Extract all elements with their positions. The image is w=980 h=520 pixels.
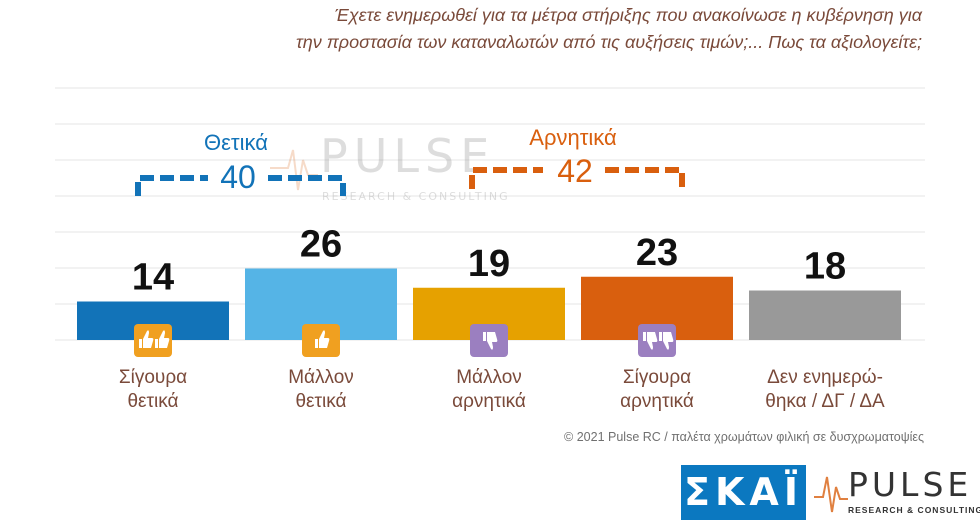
thumbs-down-icon bbox=[470, 324, 508, 357]
bracket-negative: Αρνητικά 42 bbox=[469, 125, 685, 189]
copyright-footer: © 2021 Pulse RC / παλέτα χρωμάτων φιλική… bbox=[564, 430, 924, 444]
bar-value-label: 26 bbox=[300, 224, 342, 266]
bar bbox=[749, 290, 901, 340]
double-thumbs-down-icon bbox=[638, 324, 676, 357]
bracket-positive: Θετικά 40 bbox=[135, 130, 346, 196]
question-line-1: Έχετε ενημερωθεί για τα μέτρα στήριξης π… bbox=[334, 5, 922, 25]
negative-group-label: Αρνητικά bbox=[529, 125, 617, 150]
pulse-logo-word: PULSE bbox=[848, 465, 973, 504]
survey-question: Έχετε ενημερωθεί για τα μέτρα στήριξης π… bbox=[162, 2, 922, 56]
category-label: Σίγουρα θετικά bbox=[119, 367, 187, 412]
watermark-pulse-line bbox=[270, 149, 318, 191]
category-label: Μάλλον θετικά bbox=[288, 367, 354, 412]
bar-value-label: 23 bbox=[636, 232, 678, 274]
question-line-2: την προστασία των καταναλωτών από τις αυ… bbox=[296, 32, 922, 52]
category-label: Δεν ενημερώ-θηκα / ΔΓ / ΔΑ bbox=[765, 367, 885, 412]
positive-bracket-line bbox=[135, 175, 346, 196]
watermark-word: PULSE bbox=[320, 129, 495, 183]
category-labels: Σίγουρα θετικά Μάλλον θετικά Μάλλον αρνητικά Σ… bbox=[119, 367, 885, 412]
thumbs-up-icon bbox=[302, 324, 340, 357]
negative-bracket-line bbox=[469, 167, 685, 189]
pulse-logo-line bbox=[814, 476, 848, 513]
positive-group-label: Θετικά bbox=[204, 130, 268, 155]
pulse-logo: PULSE RESEARCH & CONSULTING bbox=[814, 465, 980, 520]
category-label: Μάλλον αρνητικά bbox=[452, 367, 526, 412]
watermark-sub: RESEARCH & CONSULTING bbox=[322, 190, 510, 203]
double-thumbs-up-icon bbox=[134, 324, 172, 357]
negative-group-total: 42 bbox=[557, 153, 593, 189]
bar-value-label: 19 bbox=[468, 243, 510, 285]
value-labels: 14 26 19 23 18 bbox=[132, 224, 846, 299]
bar-chart: PULSE RESEARCH & CONSULTING Θετικά 40 Αρ… bbox=[55, 87, 925, 412]
pulse-watermark: PULSE RESEARCH & CONSULTING bbox=[270, 129, 510, 203]
bar-value-label: 14 bbox=[132, 257, 174, 299]
bar-icons bbox=[134, 324, 676, 357]
skai-logo: ΣΚΑΪ bbox=[681, 465, 806, 520]
category-label: Σίγουρα αρνητικά bbox=[620, 367, 694, 412]
positive-group-total: 40 bbox=[220, 159, 256, 195]
pulse-logo-sub: RESEARCH & CONSULTING bbox=[848, 505, 980, 515]
bar-value-label: 18 bbox=[804, 246, 846, 288]
